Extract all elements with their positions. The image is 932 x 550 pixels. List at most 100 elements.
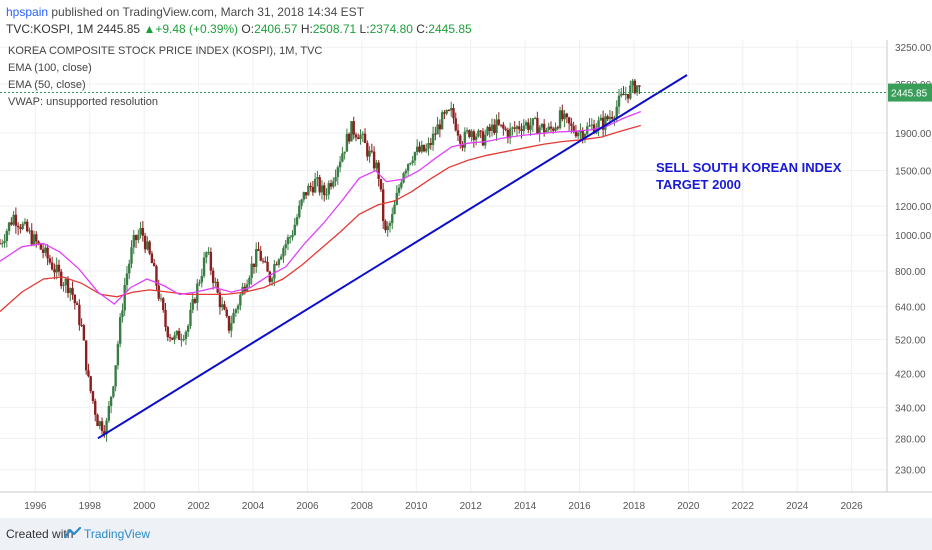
price-tick-label: 3250.00 [895,43,932,54]
candle-body [429,143,433,145]
price-change: +9.48 (+0.39%) [155,22,239,36]
candle-body [440,112,444,130]
time-tick-label: 2012 [460,501,483,512]
candle-body [236,305,240,310]
candle-body [164,310,167,327]
candle-body [375,162,378,169]
candle-body [173,335,176,340]
candle-body [96,414,99,427]
candle-body [125,273,129,286]
candle-body [368,150,371,157]
candle-body [105,420,108,435]
candle-body [366,143,369,157]
candle-body [266,261,269,272]
time-tick-label: 2002 [187,501,210,512]
candle-body [590,124,593,126]
candle-body [357,137,360,140]
time-tick-label: 2026 [841,501,864,512]
candle-body [323,185,326,196]
candle-body [286,237,290,245]
candle-body [338,161,342,168]
candle-body [223,304,226,310]
candle-body [202,257,206,276]
price-axis[interactable] [887,40,932,458]
candle-body [563,113,566,120]
candle-body [141,228,145,236]
candle-body [610,116,614,119]
candle-body [69,288,72,294]
candle-body [554,127,557,131]
author-link[interactable]: hpspain [6,5,49,19]
candle-body [116,343,120,366]
time-tick-label: 2024 [786,501,809,512]
candle-body [443,112,446,114]
candle-body [0,243,2,245]
candle-body [230,323,233,331]
candle-body [504,128,507,131]
candle-body [207,251,210,253]
legend-entry: EMA (50, close) [8,79,86,91]
candle-body [218,292,222,308]
candle-body [239,294,242,306]
candle-body [114,365,117,387]
candle-body [205,252,208,258]
candle-body [545,130,548,133]
last-price: 2445.85 [96,22,141,36]
candle-body [538,127,541,134]
candle-body [511,127,514,129]
candle-body [615,106,618,118]
candle-body [481,131,485,146]
candle-body [436,124,439,135]
candle-body [622,93,625,96]
chart-area[interactable]: KOREA COMPOSITE STOCK PRICE INDEX (KOSPI… [0,40,932,518]
candle-body [565,113,569,118]
candle-body [624,94,627,96]
candle-body [250,263,253,278]
candle-body [638,85,641,87]
candle-body [148,241,151,254]
candle-body [26,221,29,232]
candle-body [14,214,18,226]
candle-body [459,135,462,144]
candle-body [50,262,54,270]
candle-body [470,131,473,137]
sell-annotation[interactable]: SELL SOUTH KOREAN INDEX TARGET 2000 [656,160,842,192]
candle-body [309,185,312,188]
candle-body [32,234,36,245]
candle-body [37,241,40,244]
candle-body [570,123,573,126]
candle-body [121,310,124,318]
tradingview-brand[interactable]: TradingView [84,527,151,541]
candle-body [30,230,33,245]
ema50-line [0,110,642,305]
candle-body [82,325,86,341]
high-label: H: [300,22,313,36]
time-axis-ticks: 1996 1998 2000 2002 2004 2006 2008 2010 2012 2014… [24,501,863,512]
candle-body [588,125,591,127]
candle-body [7,222,11,232]
candle-body [629,85,632,99]
trend-line[interactable] [97,74,688,440]
annotation-line: SELL SOUTH KOREAN INDEX [656,160,842,175]
time-tick-label: 2020 [677,501,700,512]
candle-body [540,123,544,128]
candle-body [384,220,387,231]
tradingview-logo-icon[interactable] [63,526,82,545]
candle-body [137,234,140,241]
candle-body [112,386,115,397]
candle-body [579,130,582,133]
candle-body [558,110,562,129]
price-tick-label: 640.00 [895,302,926,313]
candle-body [520,129,523,131]
footer: Created with TradingView [0,518,932,550]
candle-body [549,126,553,129]
candle-body [497,119,501,125]
price-chart[interactable]: KOREA COMPOSITE STOCK PRICE INDEX (KOSPI… [0,40,932,518]
candle-body [493,124,496,133]
candle-body [599,117,603,121]
candle-body [3,241,6,243]
candle-body [372,151,376,169]
symbol-label[interactable]: TVC:KOSPI, 1M [6,22,94,36]
candle-body [184,331,188,339]
ema100-line [0,124,641,312]
